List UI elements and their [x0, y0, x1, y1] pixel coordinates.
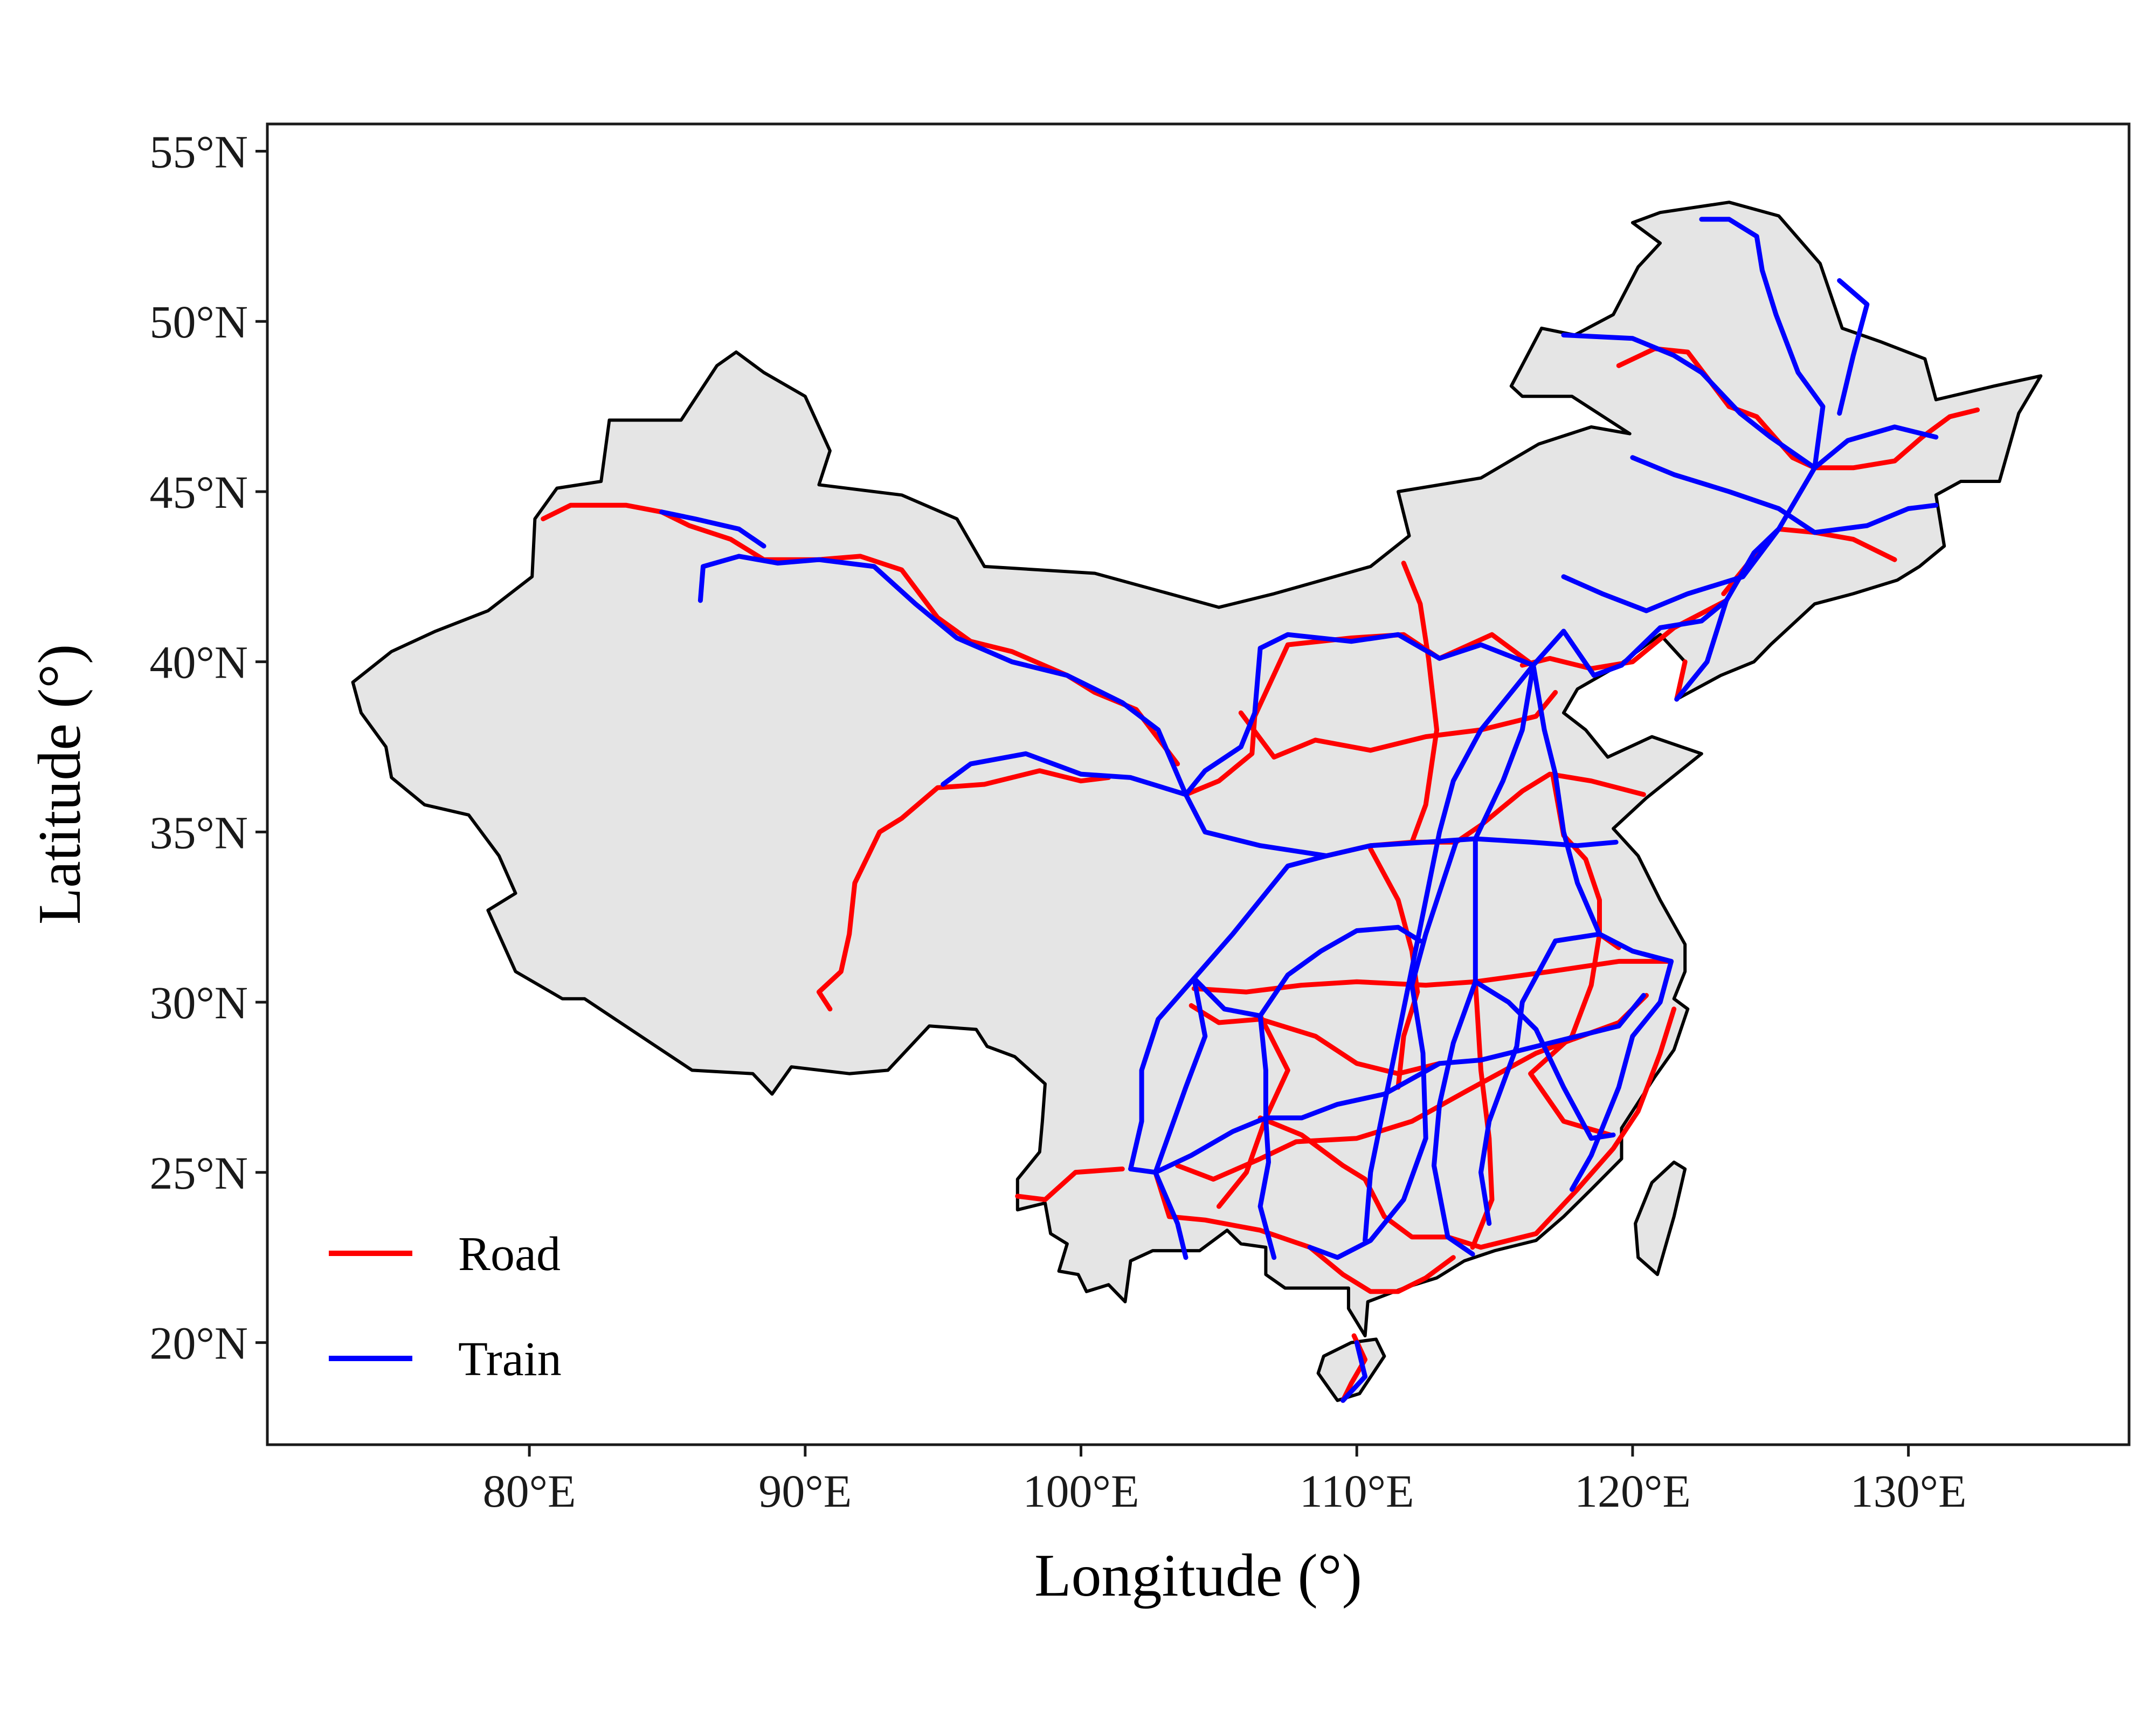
x-tick-label: 90°E	[758, 1465, 852, 1517]
road-route-16	[1674, 659, 1688, 702]
train-route-4	[1128, 993, 1646, 1175]
train-route-20	[1473, 979, 1616, 1141]
train-route-7	[1257, 1013, 1277, 1260]
train-route-1	[697, 554, 1619, 859]
road-route-21	[1528, 932, 1613, 1137]
train-route-16	[1630, 455, 1939, 535]
train-route-22	[1569, 958, 1674, 1192]
train-route-23	[1153, 976, 1208, 1260]
road-route-13	[1401, 561, 1440, 845]
y-tick-label: 55°N	[150, 126, 248, 178]
y-axis: 20°N 25°N 30°N 35°N 40°N 45°N 50°N 55°N	[150, 126, 267, 1369]
train-route-10	[1363, 663, 1536, 1243]
y-axis-title: Latitude (°)	[26, 644, 93, 925]
train-route-17	[1561, 526, 1781, 613]
x-tick-label: 130°E	[1850, 1465, 1967, 1517]
train-route-9	[1531, 663, 1674, 964]
train-route-3	[941, 751, 1188, 797]
legend-road-label: Road	[458, 1227, 561, 1281]
train-route-13	[1561, 333, 1818, 471]
x-tick-label: 100°E	[1023, 1465, 1139, 1517]
routes-layer	[541, 217, 1980, 1403]
plot-frame	[266, 122, 2131, 1446]
road-route-10	[1153, 1170, 1312, 1250]
road-route-2	[816, 768, 1111, 1012]
x-tick-label: 120°E	[1574, 1465, 1691, 1517]
train-route-6	[1191, 924, 1423, 1018]
y-tick-label: 20°N	[150, 1317, 248, 1369]
x-axis-title: Longitude (°)	[1034, 1542, 1362, 1609]
island-taiwan	[1634, 1160, 1687, 1276]
x-tick-label: 110°E	[1300, 1465, 1414, 1517]
y-tick-label: 45°N	[150, 466, 248, 518]
y-tick-label: 40°N	[150, 637, 248, 688]
road-route-3	[1015, 1167, 1125, 1202]
country-outline	[351, 201, 2043, 1337]
train-route-12	[1674, 598, 1729, 702]
train-route-15	[1837, 278, 1870, 416]
road-route-22	[1183, 714, 1257, 797]
y-tick-label: 35°N	[150, 806, 248, 858]
land-layer	[351, 201, 2043, 1402]
x-tick-label: 80°E	[483, 1465, 576, 1517]
y-tick-label: 25°N	[150, 1147, 248, 1199]
road-route-8	[1307, 1245, 1456, 1294]
train-route-18	[1183, 632, 1536, 797]
train-route-24	[1340, 1340, 1368, 1403]
road-route-14	[1453, 771, 1646, 845]
legend: Road Train	[329, 1227, 562, 1386]
train-route-2	[659, 509, 766, 549]
y-tick-label: 50°N	[150, 296, 248, 348]
train-route-21	[1478, 932, 1602, 1226]
x-axis: 80°E 90°E 100°E 110°E 120°E 130°E	[483, 1445, 1967, 1517]
legend-train-label: Train	[458, 1333, 562, 1386]
road-route-12	[1252, 632, 1536, 719]
train-route-14	[1699, 217, 1826, 471]
road-route-11	[1238, 690, 1558, 760]
train-route-19	[1307, 839, 1459, 1260]
road-route-7	[1257, 1006, 1677, 1250]
y-tick-label: 30°N	[150, 977, 248, 1029]
